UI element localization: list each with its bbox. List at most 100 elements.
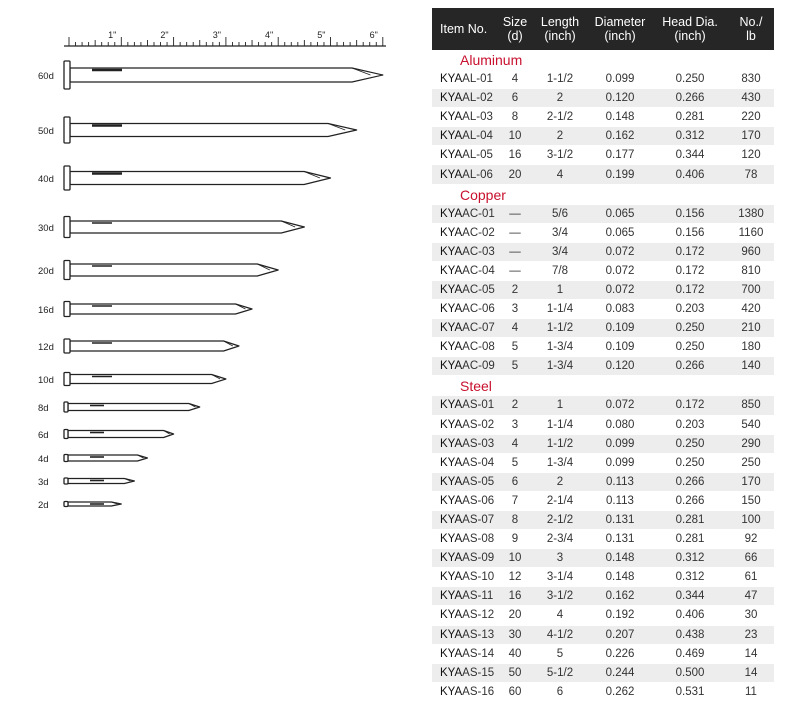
diameter-cell: 0.072	[588, 396, 652, 416]
length-cell: 2	[532, 126, 588, 147]
count-per-lb-cell: 250	[728, 453, 774, 473]
item-suffix: AL-04	[462, 130, 493, 143]
nail-size-label: 6d	[38, 430, 49, 441]
table-row: KYAAS-01 2 1 0.072 0.172 850	[432, 396, 774, 416]
diameter-cell: 0.199	[588, 164, 652, 185]
diameter-cell: 0.072	[588, 242, 652, 262]
item-no-cell: KYAAS-11	[432, 586, 498, 607]
item-no-cell: KYAAC-09	[432, 356, 498, 377]
nail-point-bevel	[257, 263, 271, 271]
item-prefix: KYA	[440, 360, 463, 373]
nail-point-bevel	[188, 403, 196, 408]
table-row: KYAAS-03 4 1-1/2 0.099 0.250 290	[432, 434, 774, 454]
length-cell: 5/6	[532, 204, 588, 224]
count-per-lb-cell: 140	[728, 356, 774, 377]
diameter-cell: 0.244	[588, 663, 652, 683]
count-per-lb-cell: 170	[728, 126, 774, 147]
count-per-lb-cell: 11	[728, 682, 774, 702]
item-no-cell: KYAAS-05	[432, 472, 498, 492]
length-cell: 5	[532, 644, 588, 664]
diameter-cell: 0.131	[588, 529, 652, 550]
item-prefix: KYA	[440, 245, 463, 258]
size-cell: 10	[498, 548, 532, 569]
table-row: KYAAS-06 7 2-1/4 0.113 0.266 150	[432, 491, 774, 511]
table-row: KYAAC-04—7/8 0.072 0.172 810	[432, 261, 774, 281]
section-heading-row: Copper	[432, 184, 774, 205]
nail-shank	[67, 402, 201, 412]
item-no-cell: KYAAS-14	[432, 644, 498, 664]
length-cell: 2	[532, 88, 588, 109]
nail-size-label: 12d	[38, 342, 54, 353]
table-row: KYAAS-11 16 3-1/2 0.162 0.344 47	[432, 586, 774, 607]
header-length: Length (inch)	[532, 8, 588, 50]
item-prefix: KYA	[440, 226, 463, 239]
item-suffix: AL-06	[462, 168, 493, 181]
length-cell: 1-1/4	[532, 299, 588, 320]
count-per-lb-cell: 14	[728, 644, 774, 664]
diameter-cell: 0.207	[588, 625, 652, 645]
item-suffix: AC-03	[462, 245, 495, 258]
head-diameter-cell: 0.203	[652, 299, 728, 320]
item-suffix: AL-02	[462, 92, 493, 105]
head-diameter-cell: 0.312	[652, 548, 728, 569]
count-per-lb-cell: 1380	[728, 204, 774, 224]
nail-size-label: 50d	[38, 126, 54, 137]
table-row: KYAAC-05 2 1 0.072 0.172 700	[432, 280, 774, 301]
item-prefix: KYA	[440, 685, 463, 698]
item-prefix: KYA	[440, 399, 463, 412]
nail-size-label: 4d	[38, 454, 49, 465]
table-row: KYAAS-10 12 3-1/4 0.148 0.312 61	[432, 567, 774, 588]
item-prefix: KYA	[440, 418, 463, 431]
table-row: KYAAS-14 40 5 0.226 0.469 14	[432, 644, 774, 664]
nail-head	[63, 500, 69, 508]
size-cell: 5	[498, 337, 532, 358]
length-cell: 6	[532, 682, 588, 702]
size-cell: 10	[498, 126, 532, 147]
count-per-lb-cell: 430	[728, 88, 774, 109]
item-no-cell: KYAAL-04	[432, 126, 498, 147]
table-row: KYAAL-04 10 2 0.162 0.312 170	[432, 126, 774, 147]
count-per-lb-cell: 210	[728, 318, 774, 339]
item-no-cell: KYAAS-15	[432, 663, 498, 683]
nail-40d: 40d	[38, 165, 332, 191]
item-suffix: AS-02	[462, 418, 495, 431]
item-suffix: AS-09	[462, 552, 495, 565]
nail-60d: 60d	[38, 60, 384, 90]
item-prefix: KYA	[440, 168, 463, 181]
item-suffix: AC-05	[462, 283, 495, 296]
count-per-lb-cell: 1160	[728, 223, 774, 243]
nail-4d: 4d	[38, 453, 149, 465]
nail-spec-table: Item No. Size (d) Length (inch) Diameter (i…	[432, 8, 774, 702]
size-cell: 40	[498, 644, 532, 664]
nail-illustrations: 60d 50d 40d 30d 20d 16d 12d 10d 8d 6d 4d 3d 2d	[38, 60, 384, 511]
head-diameter-cell: 0.312	[652, 126, 728, 147]
length-cell: 4-1/2	[532, 625, 588, 645]
item-suffix: AC-02	[462, 226, 495, 239]
head-diameter-cell: 0.156	[652, 204, 728, 224]
size-cell: 20	[498, 605, 532, 626]
size-cell: 20	[498, 164, 532, 185]
nail-50d: 50d	[38, 116, 358, 144]
ruler-label: 1"	[108, 30, 116, 40]
head-diameter-cell: 0.172	[652, 242, 728, 262]
nail-point-bevel	[211, 374, 221, 380]
count-per-lb-cell: 810	[728, 261, 774, 281]
nail-16d: 16d	[38, 300, 253, 318]
table-row: KYAAS-15 50 5-1/2 0.244 0.500 14	[432, 663, 774, 683]
size-cell: —	[498, 223, 532, 243]
nail-size-diagram: 1" 2" 3" 4" 5" 6" 60d50d40d30d20d16d12d10d8d6…	[38, 30, 386, 511]
item-prefix: KYA	[440, 514, 463, 527]
item-suffix: AS-01	[462, 399, 495, 412]
nail-head	[63, 477, 69, 485]
length-cell: 2-1/4	[532, 491, 588, 511]
item-no-cell: KYAAC-03	[432, 242, 498, 262]
nail-head	[63, 259, 71, 281]
nail-size-label: 40d	[38, 174, 54, 185]
ruler-label: 5"	[317, 30, 325, 40]
diameter-cell: 0.109	[588, 318, 652, 339]
section-title: Steel	[432, 375, 774, 397]
table-row: KYAAS-08 9 2-3/4 0.131 0.281 92	[432, 529, 774, 550]
count-per-lb-cell: 700	[728, 280, 774, 301]
head-diameter-cell: 0.250	[652, 453, 728, 473]
table-row: KYAAC-09 5 1-3/4 0.120 0.266 140	[432, 356, 774, 377]
